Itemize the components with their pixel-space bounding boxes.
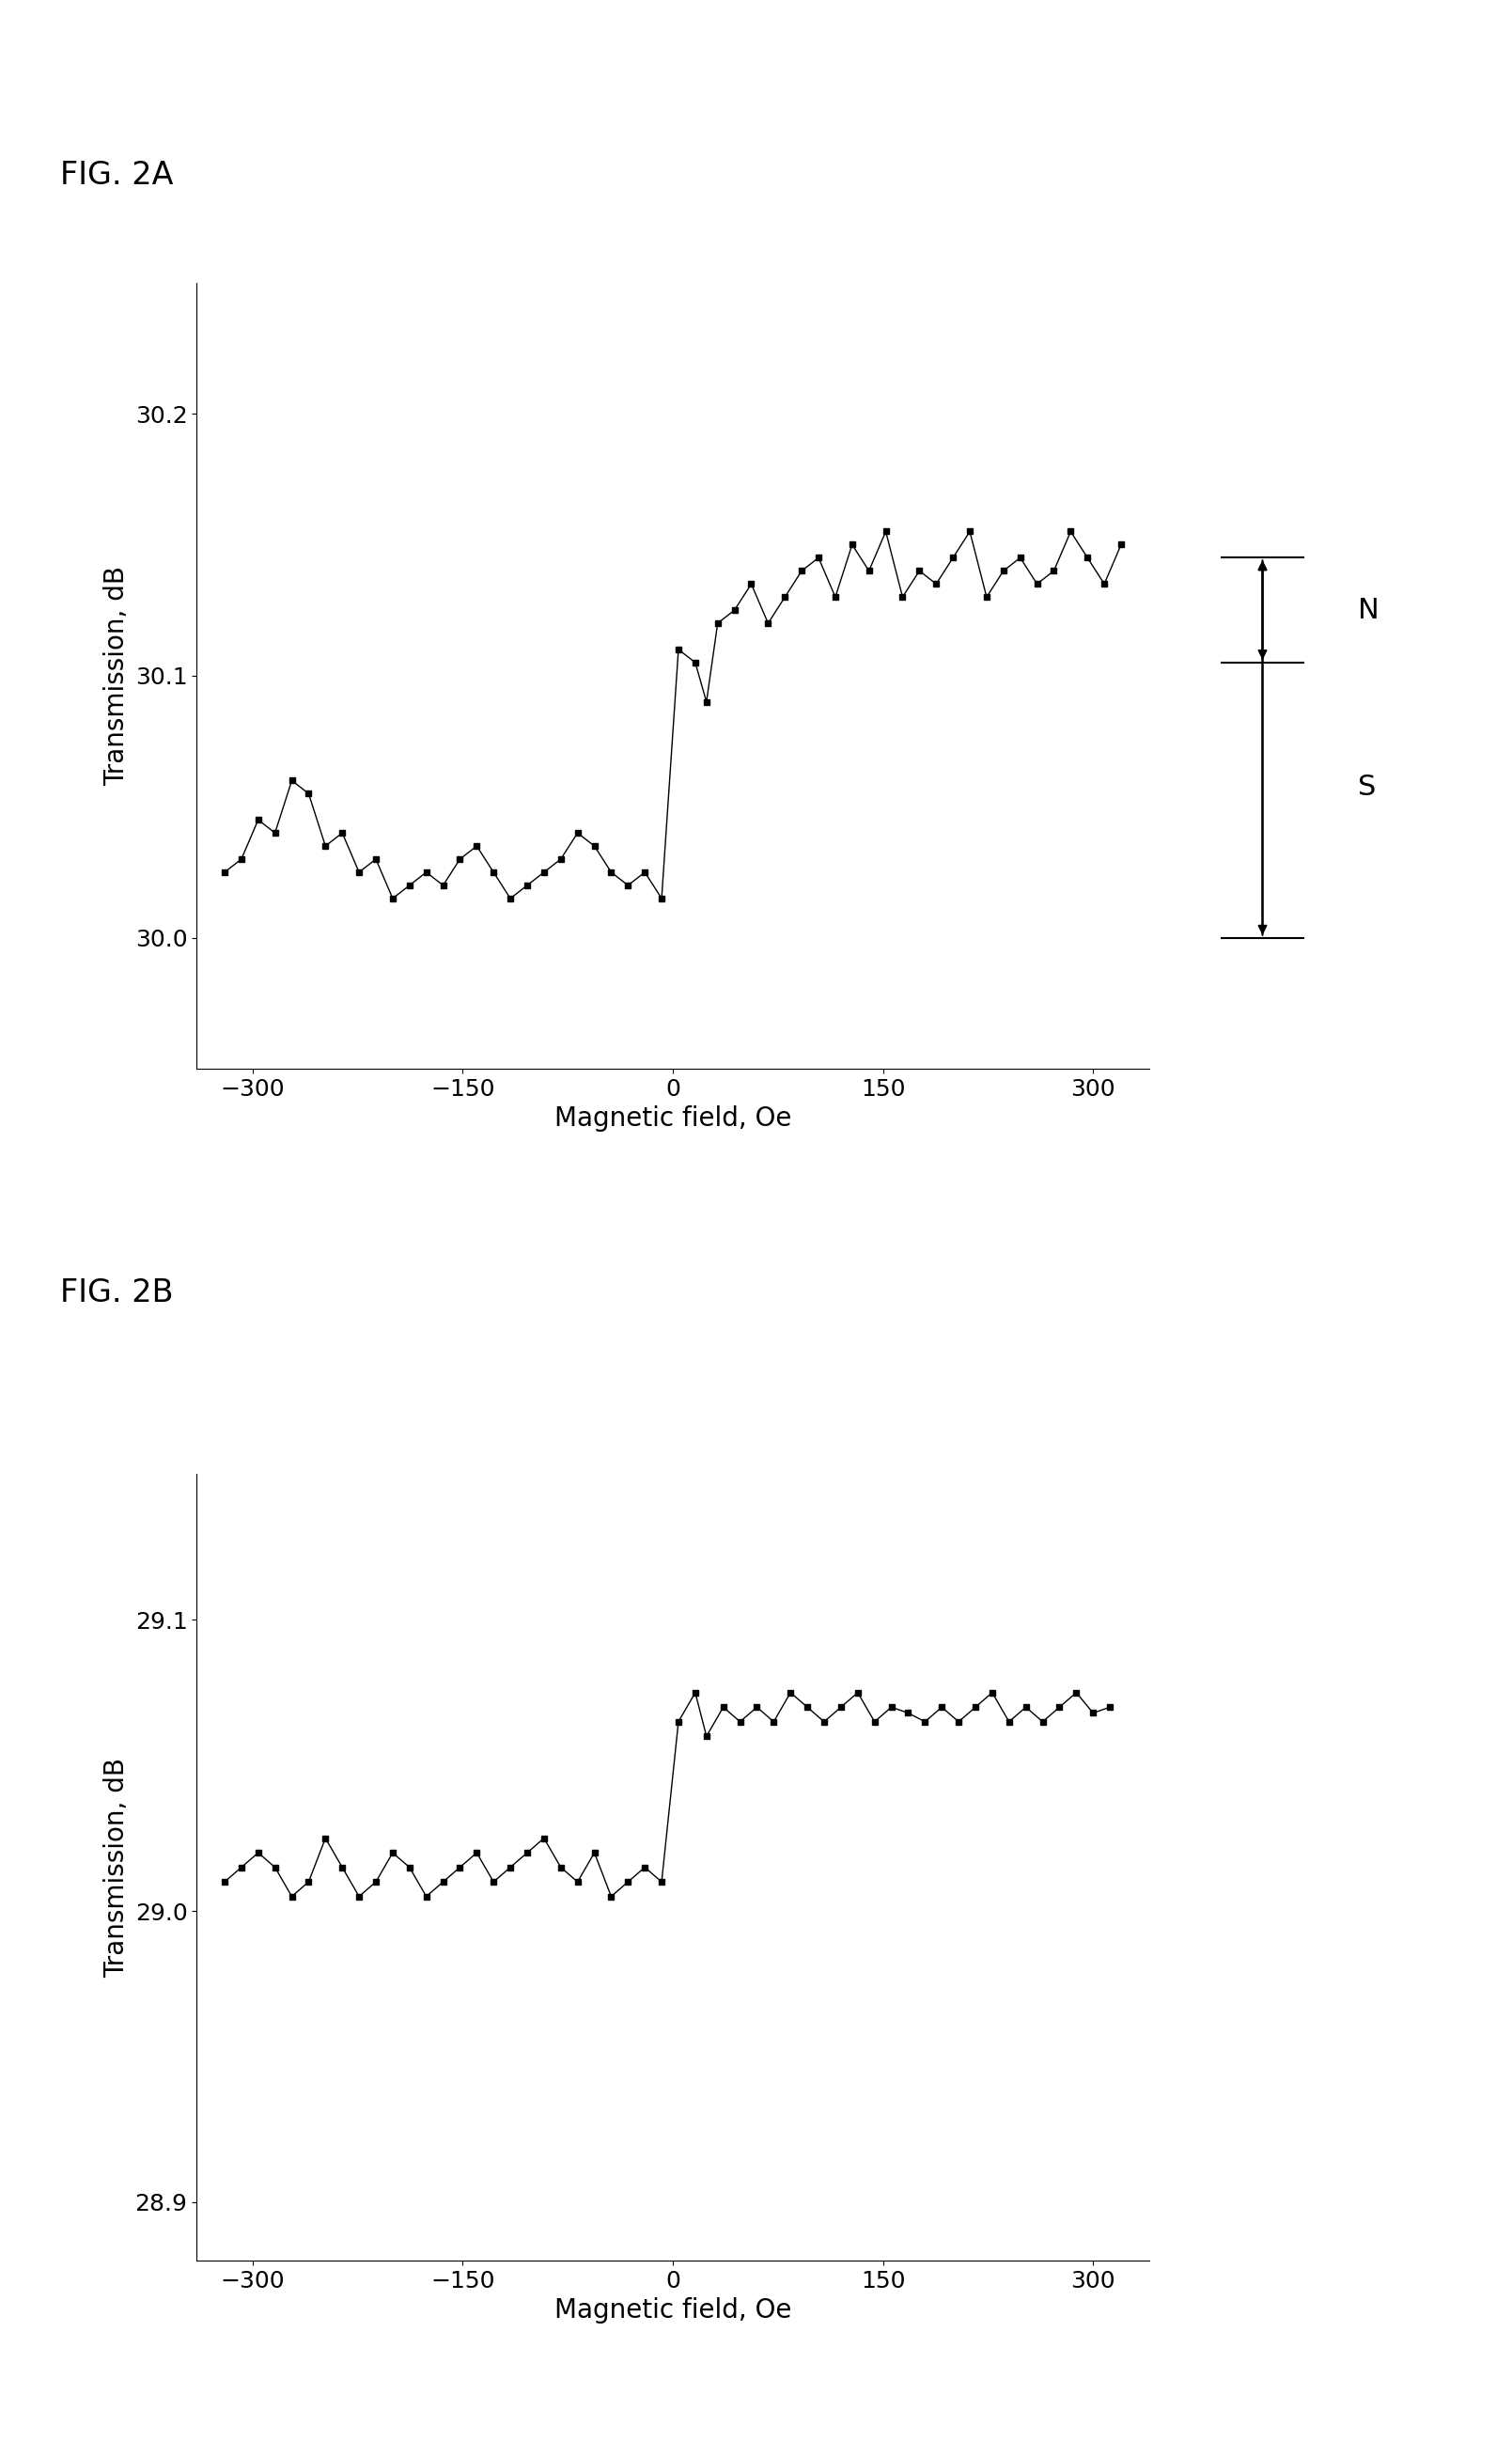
Text: FIG. 2B: FIG. 2B [60,1278,174,1310]
Y-axis label: Transmission, dB: Transmission, dB [103,565,130,786]
Text: S: S [1358,774,1376,801]
Text: N: N [1358,597,1379,624]
X-axis label: Magnetic field, Oe: Magnetic field, Oe [555,1106,791,1133]
Y-axis label: Transmission, dB: Transmission, dB [103,1757,130,1978]
X-axis label: Magnetic field, Oe: Magnetic field, Oe [555,2297,791,2324]
Text: FIG. 2A: FIG. 2A [60,160,174,192]
